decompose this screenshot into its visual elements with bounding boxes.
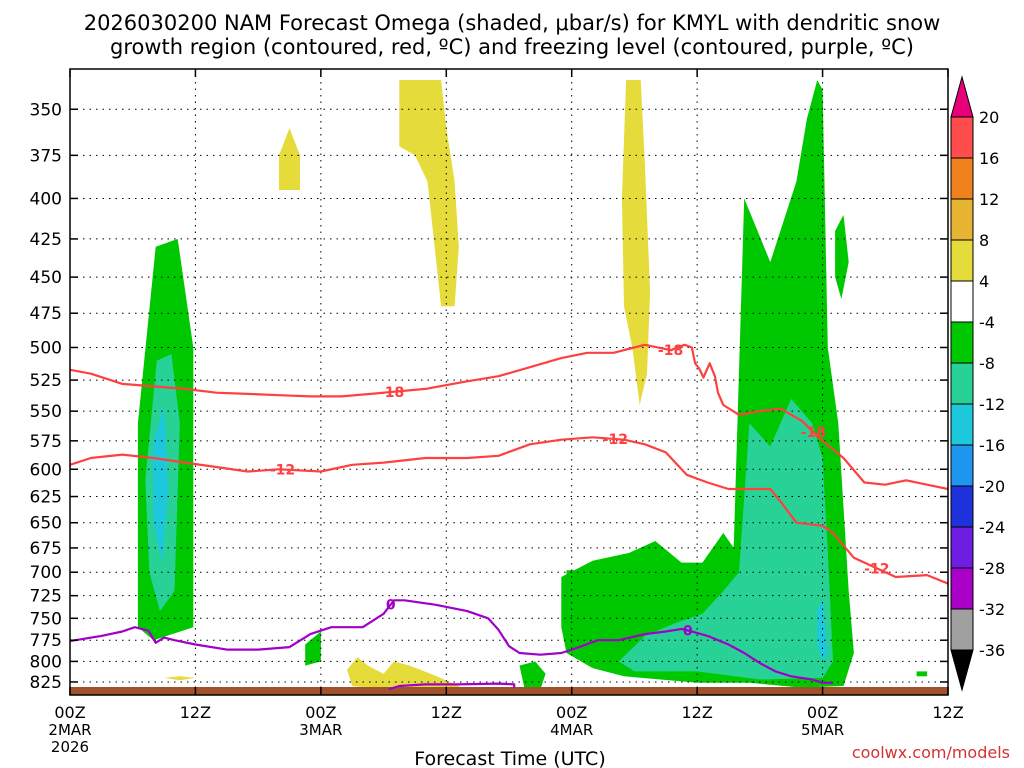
- dgz-contour-label: -18: [801, 425, 826, 441]
- omega-region-14: [347, 657, 462, 690]
- colorbar-segment: [950, 362, 974, 405]
- x-tick-date: 3MAR: [299, 721, 342, 739]
- freezing-contour-label: 0: [386, 598, 396, 614]
- y-tick-label: 400: [30, 189, 62, 209]
- x-tick-label: 12Z: [431, 703, 462, 722]
- colorbar-label: 4: [979, 272, 989, 291]
- omega-region-5: [519, 661, 546, 690]
- y-tick-label: 550: [30, 402, 62, 422]
- colorbar-label: -8: [979, 354, 995, 373]
- omega-region-15: [164, 676, 196, 681]
- y-tick-label: 750: [30, 609, 62, 629]
- colorbar-segment: [950, 198, 974, 241]
- omega-region-10: [817, 600, 828, 662]
- colorbar-segment: [950, 321, 974, 364]
- axes: 350 375 400 425 450 475 500 525 550 575 600 625 650 6…: [30, 68, 964, 756]
- plot-frame: [69, 68, 949, 696]
- colorbar: 20 16 12 8 4 -4 -8 -12 -16 -20 -24 -28 -32 -36: [950, 75, 1005, 692]
- colorbar-segment: [950, 116, 974, 159]
- omega-region-3: [305, 631, 321, 666]
- y-tick-label: 375: [30, 146, 62, 166]
- colorbar-label: -24: [979, 518, 1005, 537]
- colorbar-label: -4: [979, 313, 995, 332]
- y-tick-label: 425: [30, 230, 62, 250]
- colorbar-segment: [950, 485, 974, 528]
- colorbar-label: -20: [979, 477, 1005, 496]
- freezing-contour-line-1: [388, 682, 516, 691]
- freezing-contour-line-0: [70, 599, 833, 684]
- y-tick-label: 800: [30, 652, 62, 672]
- plot-contents: -18 -18 -18 -12 -12 -12 0 0: [70, 69, 948, 695]
- x-tick-date: 4MAR: [550, 721, 593, 739]
- colorbar-segment: [950, 280, 974, 323]
- omega-region-8: [916, 671, 928, 677]
- x-tick-date: 2MAR: [48, 721, 91, 739]
- y-tick-label: 650: [30, 514, 62, 534]
- omega-region-11: [399, 80, 459, 307]
- colorbar-label: -28: [979, 559, 1005, 578]
- y-tick-label: 350: [30, 100, 62, 120]
- omega-region-13: [621, 80, 651, 405]
- y-tick-label: 475: [30, 304, 62, 324]
- x-tick-label: 12Z: [180, 703, 211, 722]
- colorbar-segment: [950, 608, 974, 651]
- colorbar-label: -12: [979, 395, 1005, 414]
- chart-title-line-2: growth region (contoured, red, ºC) and f…: [110, 35, 914, 59]
- dgz-contour-label: -18: [379, 385, 404, 401]
- colorbar-segment: [950, 239, 974, 282]
- dgz-contour-label: -12: [270, 462, 295, 478]
- watermark: coolwx.com/models: [852, 743, 1010, 762]
- colorbar-label: 20: [979, 108, 999, 127]
- plot-area: -18 -18 -18 -12 -12 -12 0 0: [70, 69, 948, 695]
- dgz-contour-line-1: [70, 436, 948, 585]
- grid: [70, 69, 948, 695]
- colorbar-label: 12: [979, 190, 999, 209]
- omega-region-7: [835, 214, 849, 299]
- omega-region-12: [279, 128, 300, 190]
- dgz-contour-label: -18: [658, 343, 683, 359]
- x-tick-year: 2026: [51, 738, 89, 756]
- colorbar-label: -16: [979, 436, 1005, 455]
- omega-region-2: [152, 405, 169, 563]
- ground-strip: [70, 687, 948, 695]
- dgz-contour-label: -12: [603, 432, 628, 448]
- y-tick-label: 675: [30, 539, 62, 559]
- colorbar-segment: [950, 567, 974, 610]
- colorbar-segment: [950, 526, 974, 569]
- y-tick-label: 450: [30, 268, 62, 288]
- y-tick-label: 575: [30, 432, 62, 452]
- x-tick-label: 12Z: [681, 703, 712, 722]
- colorbar-label: -32: [979, 600, 1005, 619]
- x-tick-label: 00Z: [556, 703, 587, 722]
- chart-title-line-1: 2026030200 NAM Forecast Omega (shaded, μ…: [84, 11, 941, 35]
- y-tick-label: 700: [30, 563, 62, 583]
- colorbar-label: 8: [979, 231, 989, 250]
- y-tick-label: 500: [30, 338, 62, 358]
- y-tick-label: 825: [30, 673, 62, 693]
- y-tick-label: 525: [30, 371, 62, 391]
- y-tick-label: 600: [30, 460, 62, 480]
- colorbar-segment: [950, 444, 974, 487]
- x-tick-label: 00Z: [305, 703, 336, 722]
- y-tick-label: 625: [30, 488, 62, 508]
- x-tick-label: 00Z: [807, 703, 838, 722]
- colorbar-label: -36: [979, 641, 1005, 660]
- freezing-contour-label: 0: [683, 623, 693, 639]
- y-tick-label: 775: [30, 631, 62, 651]
- dgz-contour-line-0: [70, 343, 948, 491]
- colorbar-segment: [950, 403, 974, 446]
- x-tick-date: 5MAR: [801, 721, 844, 739]
- x-tick-label: 00Z: [54, 703, 85, 722]
- x-axis-title: Forecast Time (UTC): [414, 748, 605, 768]
- colorbar-triangle-top: [950, 75, 974, 118]
- colorbar-segment: [950, 157, 974, 200]
- dgz-contour-label: -12: [864, 561, 889, 577]
- y-tick-label: 725: [30, 587, 62, 607]
- colorbar-label: 16: [979, 149, 999, 168]
- colorbar-triangle-bottom: [950, 649, 974, 692]
- x-tick-label: 12Z: [932, 703, 963, 722]
